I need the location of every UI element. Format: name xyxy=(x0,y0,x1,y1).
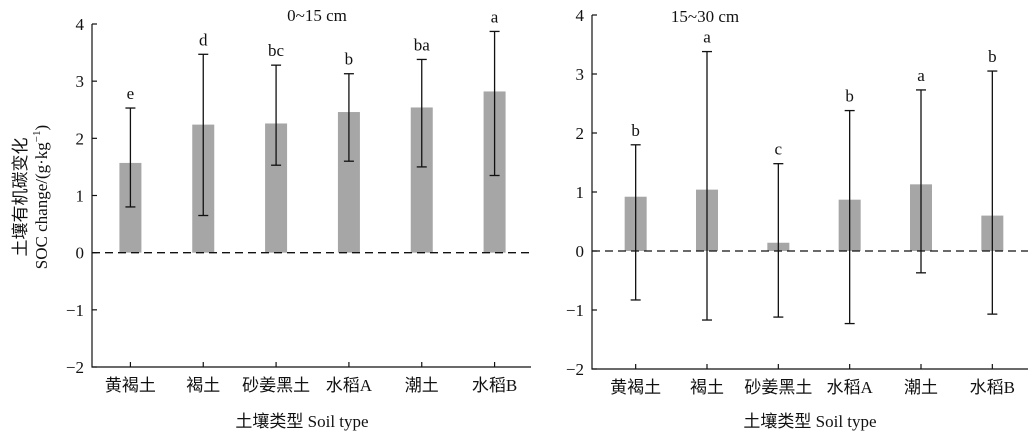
chart-panel-15-30cm: −2 −1 0 1 2 3 4 黄褐土 褐土 砂姜黑土 水稻A 潮土 水稻B b a c b a b 15~30… xyxy=(566,6,1028,431)
significance-letter-5: ba xyxy=(414,35,431,54)
significance-letter-3: bc xyxy=(268,41,285,60)
y-axis-label-en-main: SOC change/(g·kg xyxy=(32,142,51,270)
significance-letter-3: c xyxy=(775,140,783,159)
y-tick-label-5: 3 xyxy=(576,65,585,84)
x-tick-label-3: 砂姜黑土 xyxy=(242,376,310,395)
x-tick-label-1: 黄褐土 xyxy=(105,376,156,395)
y-axis-label-cn: 土壤有机碳变化 xyxy=(10,138,30,257)
x-tick-label-6: 水稻B xyxy=(472,376,517,395)
y-tick-label-0: −2 xyxy=(66,358,84,377)
y-tick-label-2: 0 xyxy=(576,242,585,261)
error-bars-group-0-15cm xyxy=(125,30,500,217)
error-bars-group-15-30cm xyxy=(630,50,998,325)
x-ticks-15-30cm: 黄褐土 褐土 砂姜黑土 水稻A 潮土 水稻B xyxy=(610,364,1015,397)
bars-group-0-15cm xyxy=(119,91,506,253)
y-tick-label-2: 0 xyxy=(76,244,85,263)
significance-letter-1: b xyxy=(631,121,640,140)
x-tick-label-3: 砂姜黑土 xyxy=(744,378,812,397)
x-tick-label-5: 潮土 xyxy=(405,376,439,395)
y-axis-label-en: SOC change/(g·kg−1) xyxy=(31,125,51,269)
significance-letter-6: a xyxy=(491,7,499,26)
significance-letter-4: b xyxy=(845,87,854,106)
significance-letter-5: a xyxy=(917,66,925,85)
chart-panel-0-15cm: −2 −1 0 1 2 3 4 黄褐土 褐土 砂姜黑土 水稻A 潮土 水稻B e d bc b ba a 0~1… xyxy=(10,6,531,431)
y-tick-label-4: 2 xyxy=(576,124,585,143)
y-ticks-15-30cm: −2 −1 0 1 2 3 4 xyxy=(566,6,597,379)
x-tick-label-1: 黄褐土 xyxy=(610,378,661,397)
y-tick-label-4: 2 xyxy=(76,129,85,148)
y-tick-label-3: 1 xyxy=(576,183,585,202)
x-axis-label-15-30cm: 土壤类型 Soil type xyxy=(743,411,876,431)
x-tick-label-4: 水稻A xyxy=(326,376,373,395)
x-tick-label-6: 水稻B xyxy=(970,378,1015,397)
bars-group-15-30cm xyxy=(624,184,1004,251)
x-tick-label-2: 褐土 xyxy=(186,376,220,395)
axes-frame-0-15cm xyxy=(91,24,531,368)
y-tick-label-0: −2 xyxy=(566,360,584,379)
significance-letter-2: a xyxy=(703,28,711,47)
y-tick-label-6: 4 xyxy=(576,6,585,25)
significance-letters-0-15cm: e d bc b ba a xyxy=(127,7,499,103)
y-tick-label-1: −1 xyxy=(66,301,84,320)
significance-letter-4: b xyxy=(345,50,354,69)
x-tick-label-2: 褐土 xyxy=(690,378,724,397)
x-ticks-0-15cm: 黄褐土 褐土 砂姜黑土 水稻A 潮土 水稻B xyxy=(105,362,517,395)
x-axis-label-0-15cm: 土壤类型 Soil type xyxy=(235,411,368,431)
significance-letter-6: b xyxy=(988,47,997,66)
panel-title-0-15cm: 0~15 cm xyxy=(287,6,347,25)
y-axis-label-en-sup: −1 xyxy=(31,130,43,142)
bar-4 xyxy=(337,112,360,253)
panel-title-15-30cm: 15~30 cm xyxy=(671,7,739,26)
y-ticks-0-15cm: −2 −1 0 1 2 3 4 xyxy=(66,15,97,377)
y-tick-label-3: 1 xyxy=(76,187,85,206)
axes-frame-15-30cm xyxy=(591,15,1028,370)
y-tick-label-5: 3 xyxy=(76,72,85,91)
y-tick-label-1: −1 xyxy=(566,301,584,320)
significance-letter-1: e xyxy=(127,84,135,103)
x-tick-label-5: 潮土 xyxy=(904,378,938,397)
bar-1 xyxy=(119,162,142,253)
y-tick-label-6: 4 xyxy=(76,15,85,34)
bar-5 xyxy=(410,107,433,253)
y-axis-label-en-end: ) xyxy=(32,125,51,131)
significance-letter-2: d xyxy=(199,30,208,49)
bar-3 xyxy=(265,123,288,253)
significance-letters-15-30cm: b a c b a b xyxy=(631,28,996,159)
x-tick-label-4: 水稻A xyxy=(827,378,874,397)
